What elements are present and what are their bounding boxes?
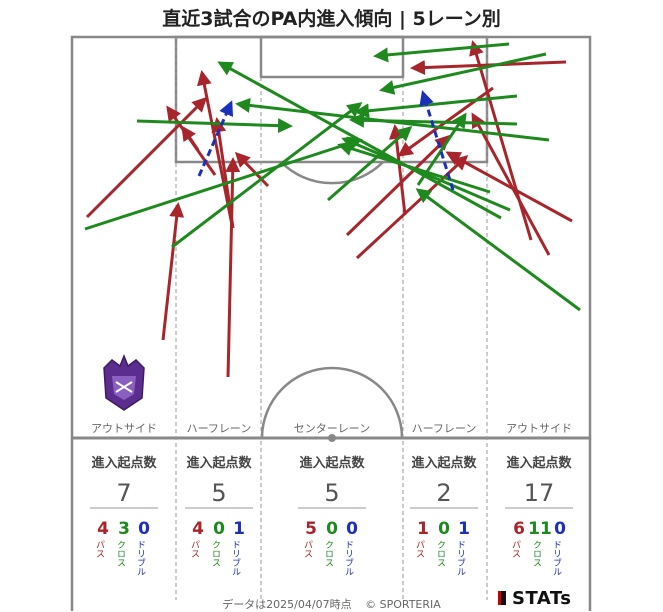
lane-total: 7 bbox=[116, 479, 131, 507]
dribble-label: ドリブル bbox=[551, 540, 562, 576]
cross-label: クロス bbox=[435, 540, 445, 567]
arrow-pass bbox=[225, 157, 241, 378]
dribble-label: ドリブル bbox=[343, 540, 354, 576]
dribble-label: ドリブル bbox=[135, 540, 146, 576]
dribble-count: 0 bbox=[138, 519, 150, 539]
pass-count: 5 bbox=[305, 519, 317, 539]
lane-header: 進入起点数 bbox=[186, 455, 252, 471]
arrow-cross bbox=[217, 61, 502, 220]
arrows-pass bbox=[85, 40, 573, 378]
arrow-cross bbox=[84, 136, 363, 231]
cross-label: クロス bbox=[210, 540, 220, 567]
dribble-count: 1 bbox=[233, 519, 245, 539]
arrow-pass bbox=[234, 151, 270, 188]
arrow-pass bbox=[469, 40, 533, 241]
lane-stats: 進入起点数 7 4 3 0 bbox=[90, 455, 158, 539]
center-circle bbox=[260, 366, 404, 439]
arrow-pass bbox=[161, 202, 185, 341]
arrows-dribble bbox=[197, 90, 455, 191]
arrow-pass bbox=[445, 151, 573, 223]
dribble-count: 1 bbox=[458, 519, 470, 539]
arrow-cross bbox=[136, 118, 293, 134]
stats-logo-icon bbox=[498, 591, 506, 605]
data-date: データは2025/04/07時点 bbox=[222, 598, 352, 611]
arrow-cross bbox=[341, 136, 511, 212]
arrow-cross bbox=[415, 188, 581, 312]
copyright: © SPORTERIA bbox=[365, 598, 441, 611]
pitch-lines bbox=[70, 35, 592, 440]
arrow-pass bbox=[85, 96, 208, 219]
lane-header: 進入起点数 bbox=[411, 455, 477, 471]
page-title: 直近3試合のPA内進入傾向 | 5レーン別 bbox=[162, 8, 501, 30]
arrow-dribble bbox=[197, 100, 234, 177]
lane-name-half-right: ハーフレーン bbox=[412, 422, 477, 435]
dribble-label: ドリブル bbox=[230, 540, 241, 576]
arrow-cross bbox=[373, 42, 510, 63]
cross-label: クロス bbox=[531, 540, 541, 567]
stat-kind-labels: パス クロス ドリブル パス クロス ドリブル パス クロス ドリブル パス ク… bbox=[94, 540, 562, 576]
club-crest-icon bbox=[103, 353, 145, 411]
lane-total: 2 bbox=[436, 479, 451, 507]
lane-total: 5 bbox=[324, 479, 339, 507]
dribble-count: 0 bbox=[346, 519, 358, 539]
cross-count: 11 bbox=[528, 519, 552, 539]
lane-labels: アウトサイド ハーフレーン センターレーン ハーフレーン アウトサイド bbox=[85, 420, 578, 435]
cross-label: クロス bbox=[323, 540, 333, 567]
pass-label: パス bbox=[302, 540, 313, 558]
pass-count: 1 bbox=[417, 519, 429, 539]
cross-count: 0 bbox=[326, 519, 338, 539]
lane-name-outside-right: アウトサイド bbox=[506, 422, 572, 435]
lane-total: 17 bbox=[524, 479, 555, 507]
pass-count: 4 bbox=[192, 519, 204, 539]
penalty-arc bbox=[280, 161, 384, 185]
lane-header: 進入起点数 bbox=[91, 455, 157, 471]
lane-name-outside-left: アウトサイド bbox=[91, 422, 157, 435]
footer: データは2025/04/07時点 © SPORTERIA bbox=[0, 596, 663, 612]
cross-count: 0 bbox=[213, 519, 225, 539]
goal-area bbox=[259, 35, 405, 79]
pass-label: パス bbox=[189, 540, 200, 558]
arrow-pass bbox=[196, 70, 234, 226]
lane-stats: 進入起点数 17 6 11 0 bbox=[505, 455, 573, 539]
pass-count: 6 bbox=[513, 519, 525, 539]
arrow-dribble bbox=[419, 90, 455, 191]
arrow-cross bbox=[327, 126, 413, 202]
dribble-label: ドリブル bbox=[455, 540, 466, 576]
arrow-cross bbox=[379, 52, 547, 95]
lane-header: 進入起点数 bbox=[299, 455, 365, 471]
dribble-count: 0 bbox=[554, 519, 566, 539]
lane-name-center: センターレーン bbox=[294, 422, 370, 435]
lane-stats: 進入起点数 5 5 0 0 bbox=[298, 455, 366, 539]
pass-count: 4 bbox=[97, 519, 109, 539]
arrow-cross bbox=[416, 112, 467, 186]
arrow-cross bbox=[349, 112, 518, 128]
arrow-pass bbox=[181, 125, 200, 151]
stats-panel: 進入起点数 7 4 3 0 進入起点数 5 4 0 1 進入起点数 5 5 0 … bbox=[90, 455, 573, 539]
brand-name: STATs bbox=[512, 588, 572, 609]
arrows-cross bbox=[84, 42, 581, 312]
cross-count: 0 bbox=[438, 519, 450, 539]
lane-header: 進入起点数 bbox=[506, 455, 572, 471]
lane-stats: 進入起点数 2 1 0 1 bbox=[410, 455, 478, 539]
lane-stats: 進入起点数 5 4 0 1 bbox=[185, 455, 253, 539]
brand-logo: STATs bbox=[498, 588, 571, 609]
lane-name-half-left: ハーフレーン bbox=[187, 422, 252, 435]
cross-count: 3 bbox=[118, 519, 130, 539]
pass-label: パス bbox=[510, 540, 521, 558]
arrow-pass bbox=[211, 117, 235, 229]
arrow-pass bbox=[345, 134, 451, 237]
cross-label: クロス bbox=[115, 540, 125, 567]
arrow-pass bbox=[471, 112, 551, 256]
arrow-cross bbox=[171, 102, 363, 249]
arrow-cross bbox=[354, 94, 518, 119]
pass-label: パス bbox=[414, 540, 425, 558]
arrow-cross bbox=[337, 141, 491, 194]
lane-total: 5 bbox=[211, 479, 226, 507]
pass-label: パス bbox=[94, 540, 105, 558]
